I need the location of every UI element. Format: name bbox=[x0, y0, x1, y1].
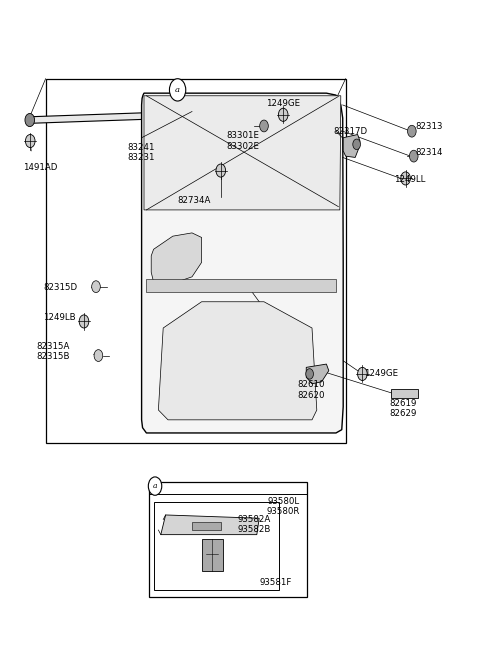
Polygon shape bbox=[192, 522, 221, 530]
Circle shape bbox=[25, 113, 35, 127]
Circle shape bbox=[278, 108, 288, 121]
Polygon shape bbox=[30, 106, 331, 123]
Polygon shape bbox=[144, 96, 341, 210]
Polygon shape bbox=[306, 364, 329, 384]
Bar bbox=[154, 502, 279, 590]
Polygon shape bbox=[343, 134, 360, 157]
Text: 82315D: 82315D bbox=[43, 283, 77, 292]
Text: 82315A
82315B: 82315A 82315B bbox=[36, 342, 70, 361]
Circle shape bbox=[328, 103, 337, 116]
Polygon shape bbox=[142, 93, 343, 433]
Polygon shape bbox=[151, 233, 202, 283]
Text: 1491AD: 1491AD bbox=[23, 163, 58, 172]
Circle shape bbox=[25, 134, 35, 148]
Text: 1249GE: 1249GE bbox=[364, 369, 398, 379]
Circle shape bbox=[216, 164, 226, 177]
Circle shape bbox=[148, 477, 162, 495]
Circle shape bbox=[401, 172, 410, 185]
Text: 93581F: 93581F bbox=[260, 578, 292, 587]
Text: 83241
83231: 83241 83231 bbox=[128, 143, 156, 163]
Circle shape bbox=[94, 350, 103, 361]
Bar bbox=[46, 79, 346, 443]
Text: 82317D: 82317D bbox=[334, 127, 368, 136]
Circle shape bbox=[169, 79, 186, 101]
Polygon shape bbox=[158, 302, 317, 420]
Polygon shape bbox=[161, 515, 259, 535]
Text: 82619
82629: 82619 82629 bbox=[389, 399, 417, 419]
Text: 83301E
83302E: 83301E 83302E bbox=[226, 131, 259, 151]
Polygon shape bbox=[146, 279, 336, 292]
Polygon shape bbox=[202, 539, 223, 571]
Text: 93580L
93580R: 93580L 93580R bbox=[266, 497, 300, 516]
Text: a: a bbox=[175, 86, 180, 94]
Text: 93582A
93582B: 93582A 93582B bbox=[238, 515, 271, 535]
Bar bbox=[149, 482, 307, 597]
Text: 1249GE: 1249GE bbox=[266, 99, 300, 108]
Circle shape bbox=[408, 125, 416, 137]
Circle shape bbox=[79, 315, 89, 328]
Circle shape bbox=[353, 139, 360, 150]
Circle shape bbox=[92, 281, 100, 293]
Text: a: a bbox=[153, 482, 157, 490]
Circle shape bbox=[260, 120, 268, 132]
Text: 82734A: 82734A bbox=[178, 195, 211, 205]
Text: 1249LB: 1249LB bbox=[43, 313, 76, 322]
Polygon shape bbox=[391, 389, 418, 398]
Circle shape bbox=[306, 369, 313, 379]
Circle shape bbox=[409, 150, 418, 162]
Text: 1249LL: 1249LL bbox=[394, 174, 425, 184]
Text: 82313: 82313 bbox=[415, 122, 443, 131]
Text: 82610
82620: 82610 82620 bbox=[297, 380, 325, 400]
Text: 82314: 82314 bbox=[415, 148, 443, 157]
Circle shape bbox=[358, 367, 367, 380]
